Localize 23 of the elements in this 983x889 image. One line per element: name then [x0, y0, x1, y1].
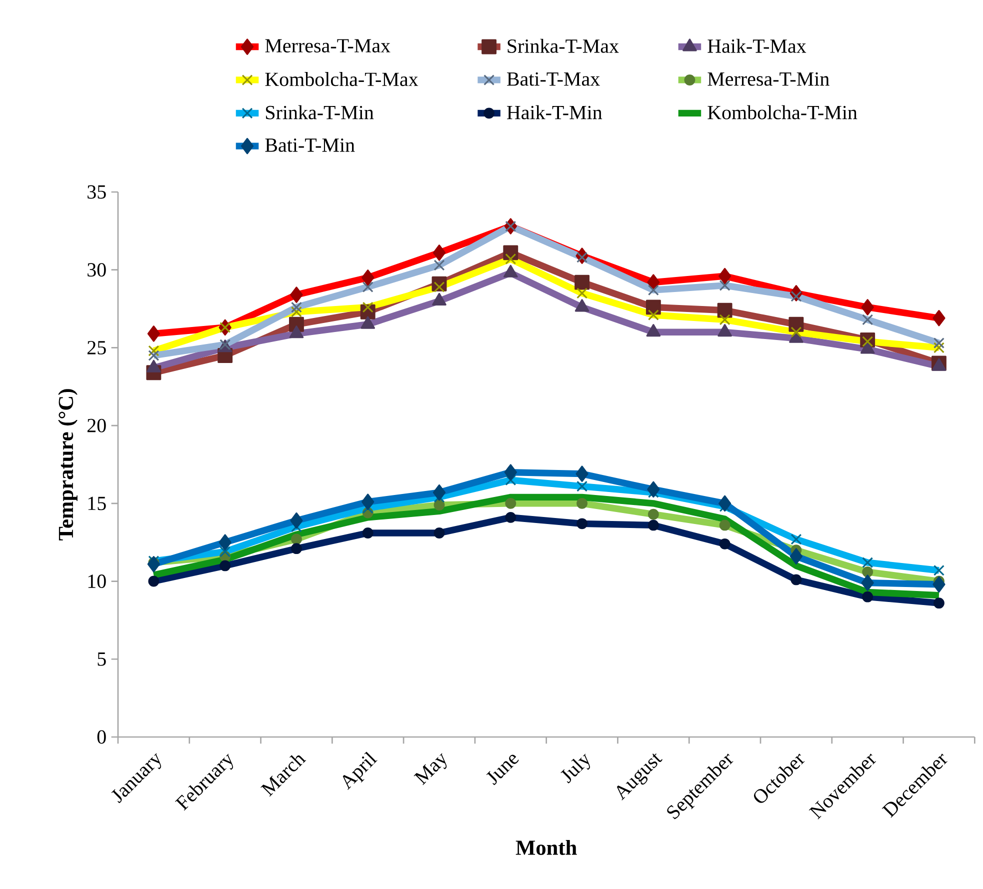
x-axis-title: Month — [516, 840, 577, 855]
legend-label: Kombolcha-T-Max — [265, 72, 418, 86]
y-tick-label: 10 — [88, 574, 106, 588]
legend-label: Srinka-T-Min — [266, 105, 374, 120]
x-tick-label: June — [486, 754, 519, 786]
legend-label: Merresa-T-Min — [708, 72, 830, 86]
legend-label: Bati-T-Min — [265, 138, 355, 152]
legend-label: Srinka-T-Max — [508, 38, 619, 53]
legend-label: Bati-T-Max — [507, 72, 600, 86]
y-tick-label: 35 — [88, 185, 106, 199]
x-tick-label: May — [414, 753, 447, 786]
legend-label: Merresa-T-Max — [265, 39, 390, 52]
y-tick-label: 5 — [98, 652, 106, 666]
legend-label: Haik-T-Min — [507, 105, 602, 120]
legend-label: Kombolcha-T-Min — [708, 105, 858, 120]
y-tick-label: 30 — [88, 263, 106, 277]
y-axis-title: Temprature (°C) — [58, 389, 78, 540]
y-tick-label: 0 — [97, 730, 106, 744]
y-tick-label: 25 — [88, 340, 106, 354]
y-tick-label: 15 — [88, 496, 106, 510]
legend-label: Haik-T-Max — [708, 38, 806, 53]
x-tick-label: July — [560, 754, 590, 784]
y-tick-label: 20 — [88, 418, 106, 432]
